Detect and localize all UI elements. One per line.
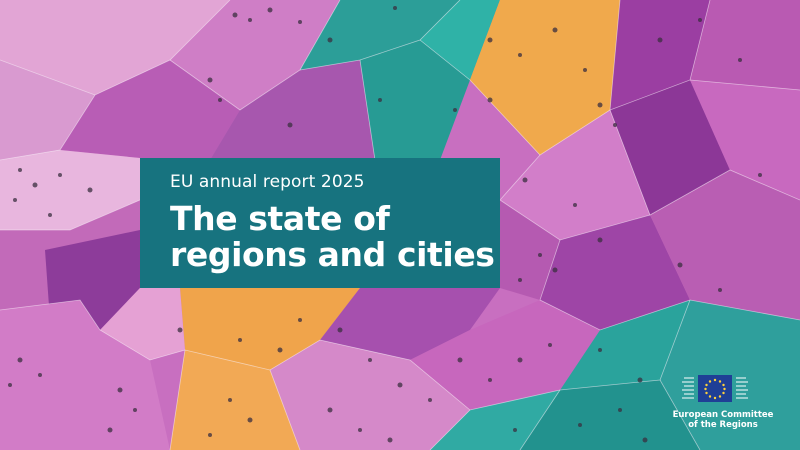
cor-logo-line-1: European Committee [672, 410, 774, 420]
report-title-line-2: regions and cities [170, 235, 495, 274]
report-title: The state of regions and cities [170, 201, 500, 273]
report-subtitle: EU annual report 2025 [170, 172, 365, 192]
cor-logo: European Committee of the Regions [668, 372, 778, 442]
eu-flag-icon [682, 375, 748, 402]
cor-logo-text: European Committee of the Regions [668, 410, 778, 430]
report-title-line-1: The state of [170, 199, 390, 238]
cor-logo-line-2: of the Regions [688, 420, 758, 430]
report-title-box: EU annual report 2025 The state of regio… [140, 158, 500, 288]
